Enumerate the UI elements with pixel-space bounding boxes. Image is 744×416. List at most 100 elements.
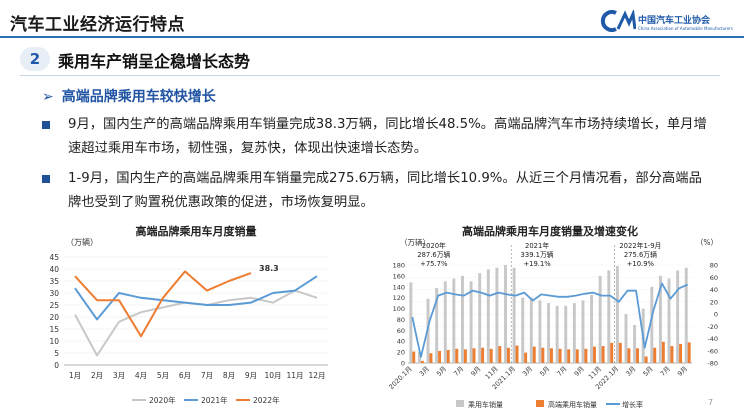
bar-passenger-car-sales	[512, 267, 516, 363]
annotation-text: +10.9%	[627, 260, 655, 268]
x-tick-label: 9月	[573, 365, 586, 378]
bar-passenger-car-sales	[452, 278, 456, 363]
data-label: 38.3	[259, 264, 279, 273]
bar-premium-car-sales	[446, 349, 450, 363]
bar-premium-car-sales	[455, 348, 459, 363]
bar-premium-car-sales	[610, 342, 614, 363]
bar-premium-car-sales	[515, 345, 519, 363]
bar-premium-car-sales	[472, 348, 476, 363]
right-tick-label: 60	[710, 274, 718, 282]
bar-passenger-car-sales	[607, 270, 611, 363]
y-tick-label: 5	[54, 349, 59, 358]
bar-premium-car-sales	[636, 348, 639, 363]
monthly-sales-line-chart: 高端品牌乘用车月度销量 （万辆） 0 5 10 15 20 25 30 35 40 45 1月 2月 3月 4…	[49, 224, 328, 405]
right-axis-label: （%）	[696, 238, 718, 247]
subheading-text: 高端品牌乘用车较快增长	[61, 89, 216, 105]
right-tick-label: 0	[714, 311, 718, 319]
y-tick-label: 40	[49, 265, 59, 274]
bar-premium-car-sales	[679, 343, 683, 363]
bar-premium-car-sales	[541, 347, 545, 363]
annotation-text: 275.6万辆	[624, 250, 657, 259]
bar-passenger-car-sales	[417, 352, 421, 363]
growth-rate-line	[411, 282, 689, 358]
bar-premium-car-sales	[438, 351, 442, 363]
square-bullet-icon	[42, 121, 50, 129]
bar-passenger-car-sales	[615, 266, 619, 363]
left-tick-label: 60	[397, 327, 405, 335]
x-tick-label: 5月	[642, 365, 655, 378]
legend-label: 乘用车销量	[468, 400, 503, 409]
bar-passenger-car-sales	[633, 324, 637, 363]
bar-passenger-car-sales	[581, 300, 585, 363]
bar-passenger-car-sales	[478, 273, 482, 363]
bar-premium-car-sales	[532, 346, 536, 363]
bar-premium-car-sales	[593, 346, 596, 363]
x-tick-label: 11月	[286, 371, 303, 380]
legend-label: 2022年	[253, 395, 280, 405]
left-tick-label: 40	[397, 338, 405, 346]
x-tick-label: 8月	[223, 371, 235, 380]
left-tick-label: 0	[401, 360, 405, 368]
monthly-sales-growth-combo-chart: 高端品牌乘用车月度销量及增速变化 （万辆） （%） 0 20 40 60 80 100 120 14…	[387, 224, 718, 409]
series-line-2021年	[74, 275, 318, 321]
bar-premium-car-sales	[644, 356, 648, 363]
left-tick-label: 120	[393, 294, 405, 302]
y-tick-label: 30	[49, 289, 59, 298]
y-tick-label: 10	[49, 337, 59, 346]
bar-premium-car-sales	[661, 341, 665, 363]
x-tick-label: 9月	[676, 365, 689, 378]
bar-passenger-car-sales	[443, 281, 447, 363]
bar-premium-car-sales	[420, 360, 424, 363]
header-divider	[0, 36, 744, 38]
arrow-bullet-icon: ➢	[42, 89, 54, 105]
section-number-badge: 2	[20, 47, 50, 71]
bar-premium-car-sales	[412, 351, 416, 363]
chart-title: 高端品牌乘用车月度销量	[136, 224, 257, 238]
left-tick-label: 20	[397, 349, 405, 357]
right-tick-label: -20	[707, 323, 718, 331]
x-tick-label: 9月	[469, 365, 482, 378]
y-tick-label: 25	[49, 301, 59, 310]
right-tick-label: 20	[710, 298, 718, 306]
x-tick-label: 7月	[659, 365, 672, 378]
annotation-text: 287.6万辆	[417, 250, 450, 259]
right-tick-label: -80	[707, 360, 718, 368]
caam-logo: 中国汽车工业协会 China Association of Automobile…	[598, 10, 738, 36]
bar-passenger-car-sales	[555, 305, 559, 363]
x-tick-label: 5月	[435, 365, 448, 378]
x-tick-label: 7月	[555, 365, 568, 378]
section-title: 乘用车产销呈企稳增长态势	[58, 52, 251, 71]
y-axis-label: （万辆）	[66, 237, 98, 247]
x-tick-label: 5月	[157, 371, 169, 380]
bar-passenger-car-sales	[409, 282, 413, 363]
bar-premium-car-sales	[489, 348, 493, 363]
x-tick-label: 3月	[521, 365, 534, 378]
legend-swatch	[536, 400, 544, 407]
x-tick-label: 7月	[452, 365, 465, 378]
annotation-text: +19.1%	[523, 260, 551, 268]
x-tick-label: 3月	[113, 371, 125, 380]
left-tick-label: 80	[397, 316, 405, 324]
bar-passenger-car-sales	[598, 275, 602, 363]
bar-passenger-car-sales	[538, 300, 542, 363]
y-tick-label: 15	[49, 325, 59, 334]
bar-premium-car-sales	[567, 349, 571, 363]
bar-premium-car-sales	[463, 349, 467, 363]
bar-premium-car-sales	[558, 348, 562, 363]
bar-premium-car-sales	[601, 346, 605, 363]
bar-passenger-car-sales	[435, 287, 439, 363]
x-tick-label: 6月	[179, 371, 191, 380]
bar-passenger-car-sales	[676, 270, 680, 363]
bullet-paragraph: 9月，国内生产的高端品牌乘用车销量完成38.3万辆，同比增长48.5%。高端品牌…	[42, 113, 712, 161]
x-tick-label: 2020.1月	[387, 365, 413, 391]
bullet-text: 9月，国内生产的高端品牌乘用车销量完成38.3万辆，同比增长48.5%。高端品牌…	[68, 117, 707, 156]
bar-premium-car-sales	[429, 353, 433, 363]
annotation-text: 2022年1-9月	[619, 241, 661, 250]
x-tick-label: 7月	[201, 371, 213, 380]
right-tick-label: -60	[707, 347, 718, 355]
annotation-text: +75.7%	[420, 260, 448, 268]
annotation-text: 339.1万辆	[521, 250, 554, 259]
chart-title: 高端品牌乘用车月度销量及增速变化	[462, 224, 638, 238]
bullet-text: 1-9月，国内生产的高端品牌乘用车销量完成275.6万辆，同比增长10.9%。从…	[68, 171, 702, 210]
legend-label: 高端乘用车销量	[548, 400, 597, 409]
